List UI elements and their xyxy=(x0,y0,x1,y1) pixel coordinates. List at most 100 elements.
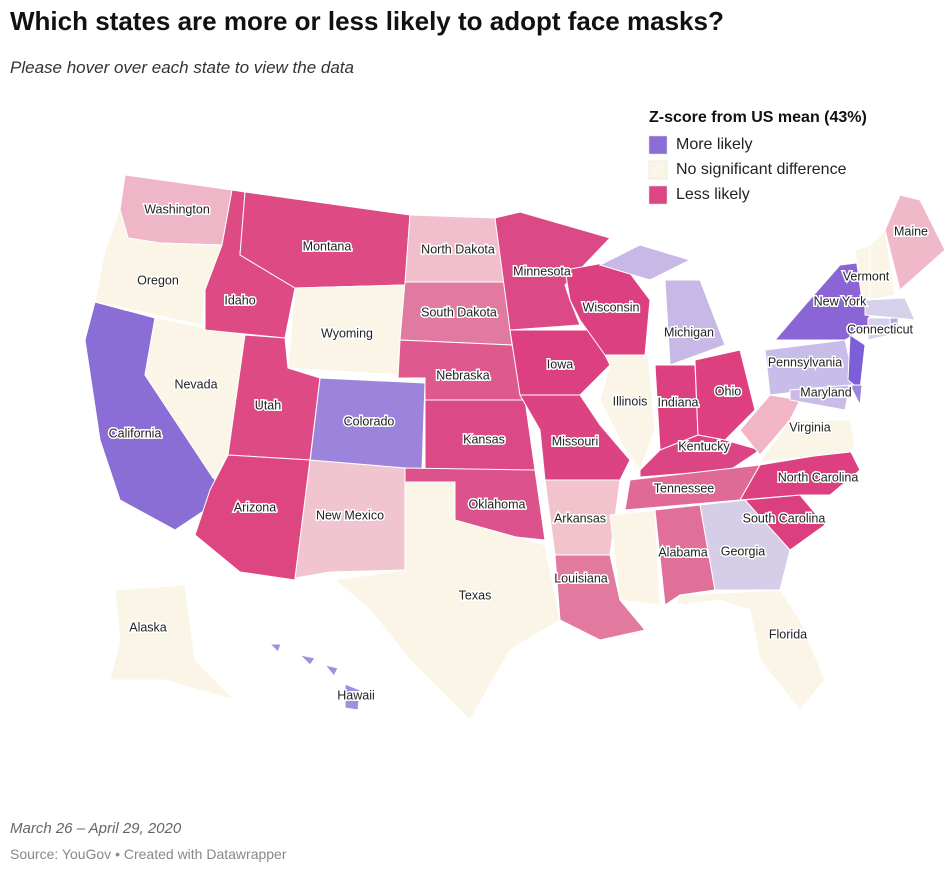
state-shape[interactable] xyxy=(298,654,316,666)
state[interactable] xyxy=(294,459,406,579)
state-label: Iowa xyxy=(547,357,573,371)
state-label: Kentucky xyxy=(678,439,730,453)
state-label: Vermont xyxy=(843,269,890,283)
state-label: Wisconsin xyxy=(583,300,640,314)
state[interactable] xyxy=(739,449,861,501)
state-label: Minnesota xyxy=(513,264,571,278)
state-label: Wyoming xyxy=(321,326,373,340)
state[interactable] xyxy=(268,643,361,711)
state-label: Alabama xyxy=(658,545,707,559)
state-label: Utah xyxy=(255,398,281,412)
state-shape[interactable] xyxy=(639,434,762,478)
state[interactable] xyxy=(789,384,851,411)
state-label: Maryland xyxy=(800,385,851,399)
state-shape[interactable] xyxy=(884,194,946,291)
state-shape[interactable] xyxy=(699,499,791,591)
state[interactable] xyxy=(869,228,896,301)
state-label: Missouri xyxy=(552,434,599,448)
legend-title: Z-score from US mean (43%) xyxy=(649,109,867,126)
state-label: Kansas xyxy=(463,432,505,446)
state[interactable] xyxy=(509,329,611,396)
state-shape[interactable] xyxy=(789,384,851,411)
state[interactable] xyxy=(864,297,916,321)
state[interactable] xyxy=(674,589,826,711)
state-label: Nevada xyxy=(174,377,217,391)
state-shape[interactable] xyxy=(109,584,237,702)
source: Source: YouGov • Created with Datawrappe… xyxy=(10,846,287,862)
state[interactable] xyxy=(519,394,631,481)
state[interactable] xyxy=(739,394,801,456)
legend-label: More likely xyxy=(676,136,752,153)
subtitle: Please hover over each state to view the… xyxy=(10,58,354,77)
state[interactable] xyxy=(884,194,946,291)
state-label: Tennessee xyxy=(654,481,715,495)
state[interactable] xyxy=(109,584,237,702)
state-shape[interactable] xyxy=(739,394,801,456)
state[interactable] xyxy=(599,354,656,472)
legend-swatch xyxy=(648,185,668,205)
state-shape[interactable] xyxy=(739,449,861,501)
state[interactable] xyxy=(867,317,891,341)
state[interactable] xyxy=(847,334,866,391)
state-shape[interactable] xyxy=(519,394,631,481)
state-label: Arkansas xyxy=(554,511,606,525)
state-shape[interactable] xyxy=(268,643,282,653)
state-shape[interactable] xyxy=(599,354,656,472)
state-shape[interactable] xyxy=(674,589,826,711)
state-shape[interactable] xyxy=(694,349,756,441)
state[interactable] xyxy=(758,419,856,463)
state[interactable] xyxy=(554,554,646,641)
state-shape[interactable] xyxy=(889,317,899,333)
state-shape[interactable] xyxy=(869,228,896,301)
state[interactable] xyxy=(333,481,561,721)
state-label: Hawaii xyxy=(337,688,375,702)
state-shape[interactable] xyxy=(654,504,716,606)
state-label: Georgia xyxy=(721,544,766,558)
state-label: Louisiana xyxy=(554,571,608,585)
state[interactable] xyxy=(889,317,899,333)
state-shape[interactable] xyxy=(609,509,661,606)
state-label: Ohio xyxy=(715,384,741,398)
state-label: Arizona xyxy=(234,500,276,514)
state-label: Idaho xyxy=(224,293,255,307)
state[interactable] xyxy=(609,509,661,606)
state-shape[interactable] xyxy=(664,279,726,366)
state-shape[interactable] xyxy=(494,211,611,331)
state-label: Nebraska xyxy=(436,368,490,382)
state[interactable] xyxy=(699,499,791,591)
state-shape[interactable] xyxy=(554,554,646,641)
state-label: Michigan xyxy=(664,325,714,339)
title: Which states are more or less likely to … xyxy=(10,6,724,36)
state-shape[interactable] xyxy=(598,244,692,281)
state-shape[interactable] xyxy=(333,481,561,721)
state-shape[interactable] xyxy=(867,317,891,341)
state-label: Maine xyxy=(894,224,928,238)
state-label: North Dakota xyxy=(421,242,495,256)
state-shape[interactable] xyxy=(864,297,916,321)
legend-swatch xyxy=(648,160,668,180)
legend-label: No significant difference xyxy=(676,161,847,178)
state-label: Montana xyxy=(303,239,352,253)
state-shape[interactable] xyxy=(847,334,866,391)
state-label: New York xyxy=(814,294,868,308)
state-label: Illinois xyxy=(613,394,648,408)
state-shape[interactable] xyxy=(849,384,863,407)
state[interactable] xyxy=(654,504,716,606)
state[interactable] xyxy=(849,384,863,407)
state-label: Connecticut xyxy=(847,322,914,336)
state[interactable] xyxy=(639,434,762,478)
state[interactable] xyxy=(694,349,756,441)
state-shape[interactable] xyxy=(323,664,339,677)
state[interactable] xyxy=(598,244,726,366)
state-shape[interactable] xyxy=(294,459,406,579)
state-shape[interactable] xyxy=(344,683,361,711)
legend-label: Less likely xyxy=(676,186,750,203)
state-label: North Carolina xyxy=(778,470,859,484)
state-shape[interactable] xyxy=(758,419,856,463)
state-label: South Dakota xyxy=(421,305,497,319)
state-label: Texas xyxy=(459,588,492,602)
state[interactable] xyxy=(494,211,611,331)
state-shape[interactable] xyxy=(509,329,611,396)
state-label: Alaska xyxy=(129,620,167,634)
